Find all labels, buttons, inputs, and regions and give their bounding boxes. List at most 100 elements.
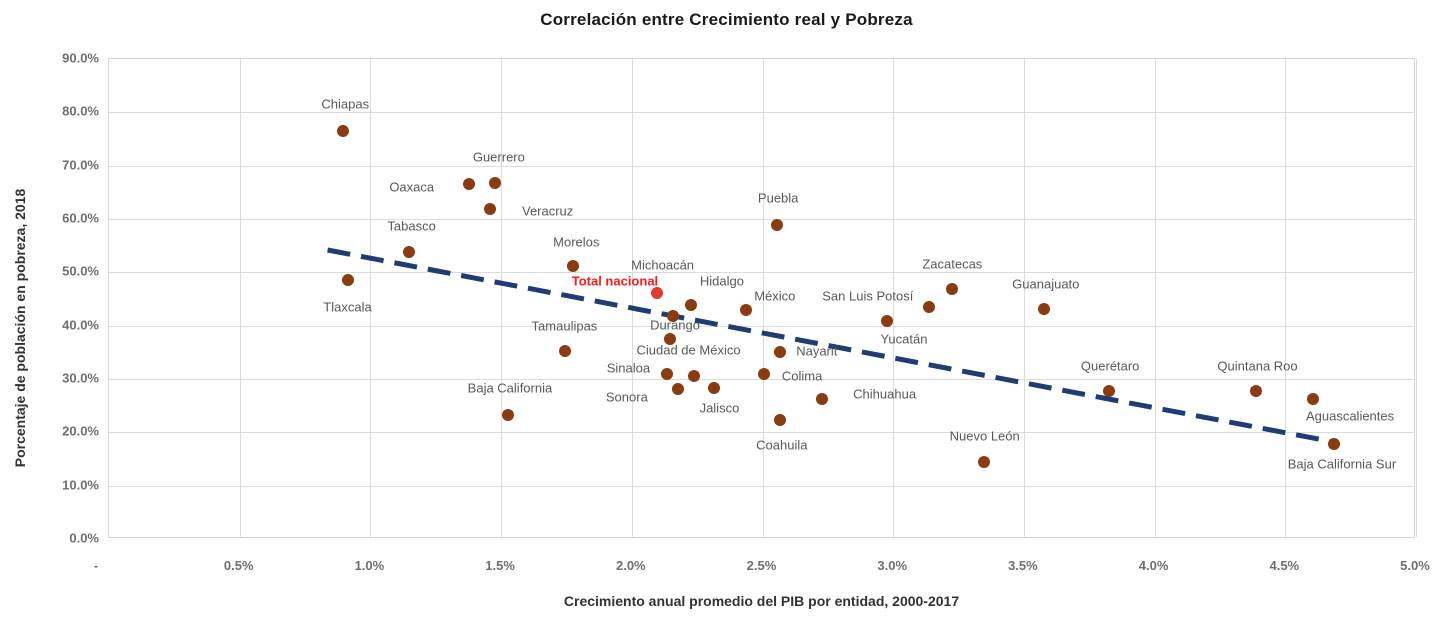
y-tick-label: 0.0% (69, 530, 99, 546)
x-tick-label: 3.0% (877, 558, 908, 573)
data-point-coahuila (773, 413, 786, 426)
data-point-baja-california (501, 408, 514, 421)
data-point-veracruz (483, 203, 496, 216)
y-tick-label: 50.0% (62, 263, 99, 279)
data-point-yucatan (880, 315, 893, 328)
point-label-guerrero: Guerrero (472, 149, 525, 165)
vertical-gridline (1023, 59, 1025, 537)
data-point-chiapas (337, 124, 350, 137)
data-point-tamaulipas (559, 344, 572, 357)
x-tick-label: 4.0% (1138, 558, 1169, 573)
point-label-ciudad-de-mexico: Ciudad de México (636, 342, 741, 358)
y-tick-label: 10.0% (62, 477, 99, 493)
point-label-guanajuato: Guanajuato (1012, 276, 1080, 292)
vertical-gridline (370, 59, 372, 537)
x-tick-label: 2.0% (615, 558, 646, 573)
data-point-sonora (671, 383, 684, 396)
data-point-durango (664, 332, 676, 345)
point-label-veracruz: Veracruz (521, 203, 574, 219)
point-label-mexico: México (754, 288, 796, 304)
y-tick-label: 40.0% (62, 317, 99, 333)
data-point-hidalgo (684, 299, 697, 312)
point-label-yucatan: Yucatán (880, 331, 928, 347)
point-label-tamaulipas: Tamaulipas (531, 318, 598, 334)
data-point-ciudad-de-mexico (687, 370, 700, 383)
data-point-nayarit (773, 346, 786, 359)
y-tick-label: 70.0% (62, 157, 99, 173)
data-point-jalisco (708, 381, 721, 394)
horizontal-gridline (109, 325, 1414, 327)
point-label-oaxaca: Oaxaca (389, 179, 435, 195)
point-label-hidalgo: Hidalgo (699, 273, 744, 289)
point-label-jalisco: Jalisco (699, 400, 740, 416)
point-label-zacatecas: Zacatecas (922, 256, 983, 272)
horizontal-gridline (109, 219, 1414, 220)
point-label-baja-california: Baja California (467, 380, 553, 396)
horizontal-gridline (109, 485, 1414, 487)
point-label-san-luis-potosi: San Luis Potosí (822, 288, 914, 304)
point-label-coahuila: Coahuila (756, 437, 808, 453)
data-point-nuevo-leon (977, 456, 990, 469)
point-label-chihuahua: Chihuahua (853, 386, 917, 402)
point-label-michoacan: Michoacán (631, 257, 695, 273)
vertical-gridline (239, 59, 241, 537)
horizontal-gridline (109, 272, 1414, 274)
x-tick-label: 5.0% (1400, 558, 1430, 573)
x-tick-label: 2.5% (746, 558, 777, 573)
data-point-chihuahua (815, 393, 828, 406)
x-tick-label: 0.5% (223, 558, 254, 573)
data-point-morelos (567, 260, 580, 272)
horizontal-gridline (109, 432, 1414, 434)
data-point-michoacan (666, 309, 679, 322)
point-label-nayarit: Nayarit (796, 343, 838, 359)
vertical-gridline (631, 59, 633, 537)
point-label-nuevo-leon: Nuevo León (949, 428, 1020, 444)
x-tick-label: - (93, 558, 99, 573)
y-axis-title: Porcentaje de población en pobreza, 2018 (12, 188, 28, 468)
data-point-mexico (739, 304, 752, 317)
x-tick-label: 1.0% (354, 558, 385, 573)
data-point-oaxaca (462, 178, 475, 191)
point-label-sinaloa: Sinaloa (606, 360, 651, 376)
data-point-sinaloa (661, 368, 674, 381)
point-label-durango: Durango (650, 317, 700, 333)
data-point-colima (758, 368, 771, 381)
point-label-morelos: Morelos (553, 234, 600, 250)
data-point-tabasco (402, 246, 415, 259)
y-tick-label: 30.0% (62, 370, 99, 386)
point-label-chiapas: Chiapas (321, 96, 370, 112)
point-label-puebla: Puebla (757, 190, 799, 206)
vertical-gridline (1416, 59, 1417, 537)
chart-title: Correlación entre Crecimiento real y Pob… (540, 10, 913, 29)
point-label-tlaxcala: Tlaxcala (323, 299, 372, 315)
point-label-quintana-roo: Quintana Roo (1217, 358, 1298, 374)
point-label-tabasco: Tabasco (387, 218, 436, 234)
data-point-aguascalientes (1307, 393, 1320, 406)
data-point-quintana-roo (1249, 385, 1262, 398)
data-point-tlaxcala (342, 273, 355, 286)
data-point-guerrero (488, 177, 501, 190)
vertical-gridline (501, 59, 503, 537)
data-point-total-nacional (650, 287, 663, 300)
x-tick-label: 4.5% (1269, 558, 1300, 573)
data-point-puebla (771, 219, 784, 232)
horizontal-gridline (109, 112, 1414, 114)
horizontal-gridline (109, 165, 1414, 167)
x-tick-label: 1.5% (485, 558, 515, 573)
y-tick-label: 60.0% (62, 210, 99, 226)
point-label-colima: Colima (781, 368, 823, 384)
data-point-san-luis-potosi (922, 301, 935, 314)
x-tick-label: 3.5% (1008, 558, 1038, 573)
y-tick-label: 80.0% (62, 103, 99, 119)
point-label-total-nacional: Total nacional (571, 273, 659, 289)
data-point-queretaro (1103, 385, 1116, 398)
data-point-guanajuato (1037, 302, 1050, 315)
data-point-baja-california-sur (1327, 437, 1340, 450)
point-label-queretaro: Querétaro (1080, 358, 1140, 374)
y-tick-label: 90.0% (62, 50, 99, 66)
y-tick-label: 20.0% (62, 423, 99, 439)
vertical-gridline (1154, 59, 1156, 537)
x-axis-title: Crecimiento anual promedio del PIB por e… (563, 593, 960, 609)
point-label-sonora: Sonora (605, 389, 648, 405)
